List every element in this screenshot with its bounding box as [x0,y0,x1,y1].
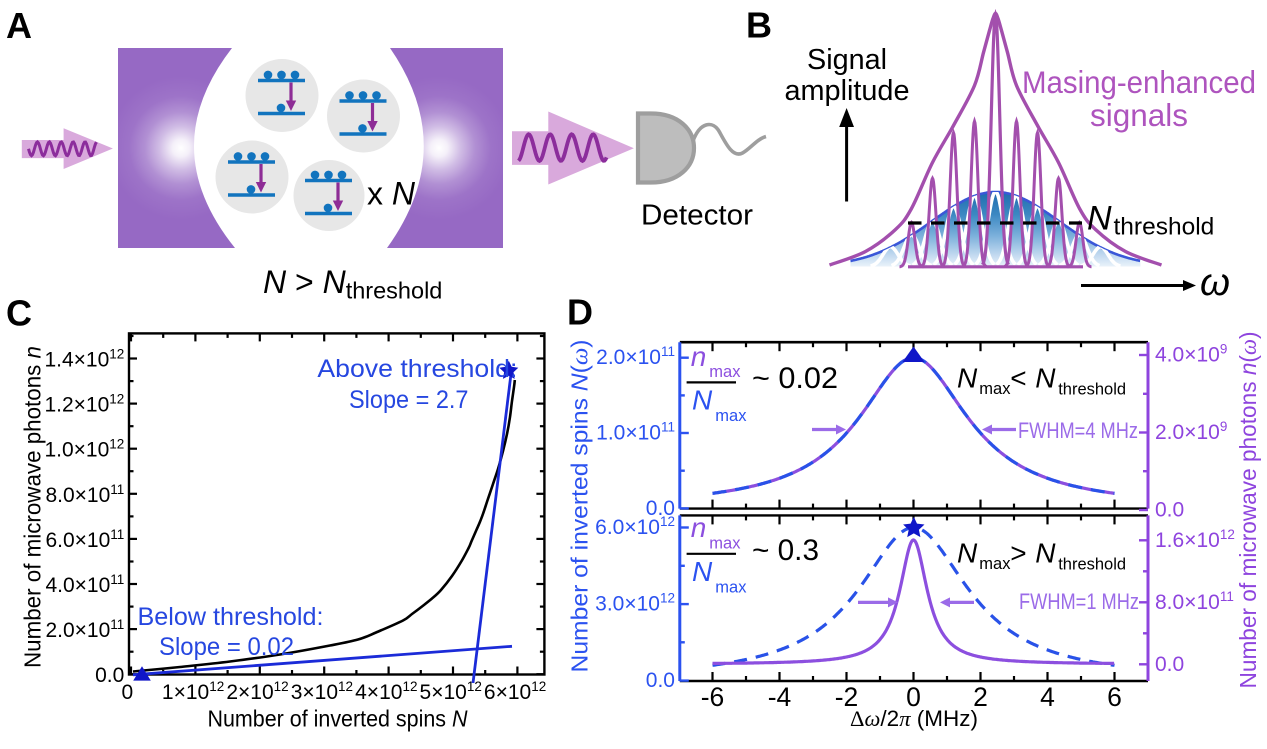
svg-text:Number of inverted spins N(ω): Number of inverted spins N(ω) [567,340,594,673]
svg-text:max: max [709,535,741,553]
svg-text:threshold: threshold [1114,214,1215,241]
svg-text:4: 4 [1040,682,1055,712]
svg-text:max: max [709,363,741,381]
svg-text:1.4×1012: 1.4×1012 [44,347,124,372]
svg-text:2.0×109: 2.0×109 [1155,419,1227,444]
svg-text:Δω/2π (MHz): Δω/2π (MHz) [850,706,978,731]
svg-text:~ 0.02: ~ 0.02 [752,362,838,395]
svg-text:n: n [691,512,707,543]
svg-text:Slope = 0.02: Slope = 0.02 [159,633,294,661]
svg-text:Signal: Signal [807,44,887,76]
svg-text:max: max [715,407,747,425]
svg-text:FWHM=4 MHz: FWHM=4 MHz [1018,418,1138,443]
svg-text:threshold: threshold [1058,381,1126,399]
svg-text:x N: x N [367,176,416,212]
svg-text:threshold: threshold [1058,556,1126,574]
svg-text:Above threshold:: Above threshold: [317,355,517,383]
svg-text:max: max [979,380,1011,398]
svg-text:6.0×1012: 6.0×1012 [595,514,675,539]
svg-text:0.0: 0.0 [646,669,675,692]
svg-text:1.0×1012: 1.0×1012 [44,437,124,462]
svg-text:2: 2 [973,682,988,712]
svg-text:Slope = 2.7: Slope = 2.7 [349,386,469,414]
svg-text:~ 0.3: ~ 0.3 [752,534,819,567]
svg-text:-4: -4 [768,682,792,712]
svg-text:1.2×1012: 1.2×1012 [44,392,124,417]
svg-text:ω: ω [1200,261,1230,304]
svg-text:0.0: 0.0 [646,497,675,520]
svg-text:2.0×1011: 2.0×1011 [596,344,675,369]
svg-text:4.0×1011: 4.0×1011 [45,572,124,597]
svg-text:<: < [1010,363,1026,394]
svg-text:4×1012: 4×1012 [355,679,417,704]
svg-text:N: N [957,363,978,394]
svg-text:N: N [1035,363,1056,394]
svg-text:N: N [692,385,713,416]
svg-text:1.0×1011: 1.0×1011 [596,420,675,445]
svg-text:N: N [692,556,713,587]
svg-text:8.0×1011: 8.0×1011 [45,482,124,507]
svg-text:signals: signals [1090,97,1188,133]
svg-text:-6: -6 [701,682,725,712]
svg-text:0.0: 0.0 [1155,653,1184,676]
svg-text:3.0×1012: 3.0×1012 [595,591,675,616]
svg-text:C: C [6,293,32,334]
svg-text:2×1012: 2×1012 [226,679,288,704]
svg-text:Number of microwave photons n: Number of microwave photons n [20,346,46,668]
svg-text:1.6×1012: 1.6×1012 [1155,527,1235,552]
svg-text:0.0: 0.0 [95,664,124,687]
svg-text:2.0×1011: 2.0×1011 [45,617,124,642]
svg-text:N: N [1087,200,1112,238]
svg-text:6×1012: 6×1012 [484,679,546,704]
svg-text:Number of microwave photons n(: Number of microwave photons n(ω) [1235,332,1262,689]
svg-text:amplitude: amplitude [785,75,910,107]
svg-text:N > Nthreshold: N > Nthreshold [263,264,442,304]
svg-text:Detector: Detector [641,200,753,232]
svg-text:1×1012: 1×1012 [162,679,224,704]
svg-text:Number of inverted spins N: Number of inverted spins N [208,706,468,732]
svg-text:FWHM=1 MHz: FWHM=1 MHz [1019,589,1139,614]
svg-text:0: 0 [906,682,921,712]
svg-text:Below threshold:: Below threshold: [138,603,324,631]
svg-text:8.0×1011: 8.0×1011 [1155,589,1234,614]
svg-text:max: max [715,579,747,597]
svg-text:N: N [957,538,978,569]
svg-text:Masing-enhanced: Masing-enhanced [1022,64,1256,100]
svg-text:max: max [979,555,1011,573]
svg-text:D: D [567,292,593,333]
svg-text:0.0: 0.0 [1155,499,1184,522]
svg-text:-2: -2 [835,682,859,712]
svg-text:B: B [746,5,772,46]
svg-text:n: n [691,341,707,372]
svg-text:>: > [1010,538,1026,569]
svg-text:N: N [1035,538,1056,569]
svg-text:6: 6 [1107,682,1122,712]
svg-text:A: A [6,5,32,46]
svg-text:4.0×109: 4.0×109 [1155,342,1227,367]
svg-text:6.0×1011: 6.0×1011 [45,527,124,552]
svg-text:0: 0 [121,681,133,704]
svg-text:3×1012: 3×1012 [291,679,353,704]
